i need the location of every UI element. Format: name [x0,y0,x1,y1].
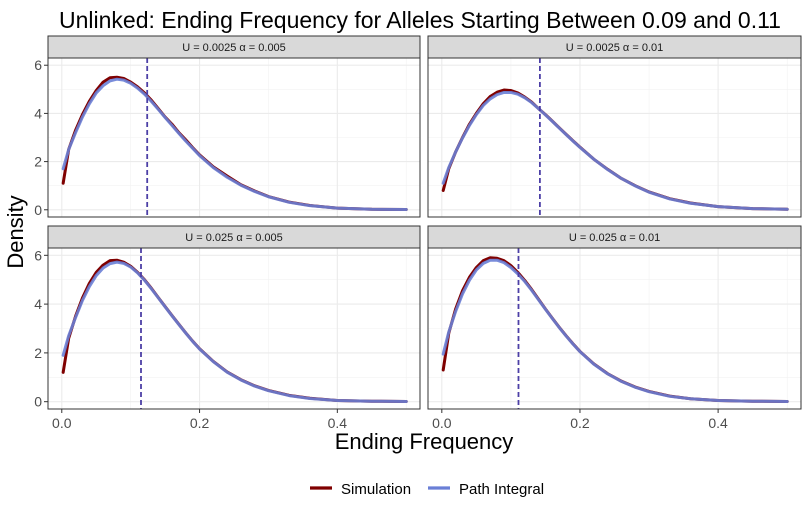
y-axis-title: Density [3,195,28,268]
chart-title: Unlinked: Ending Frequency for Alleles S… [59,7,781,33]
facet-panel: U = 0.0025 α = 0.005 0 2 4 6 [34,35,421,218]
x-tick-label: 0.2 [570,415,590,431]
legend-label-path_integral: Path Integral [459,481,544,498]
facet-panel: U = 0.025 α = 0.01 0.0 0.2 0.4 [427,225,802,431]
x-tick-label: 0.0 [52,415,72,431]
facet-strip-label: U = 0.0025 α = 0.005 [182,42,286,54]
panel-border [47,247,421,410]
legend-label-simulation: Simulation [341,481,411,498]
x-tick-label: 0.4 [708,415,728,431]
series-line-path-integral [441,90,789,211]
y-tick-label: 6 [34,247,42,263]
series-line-path-integral [61,77,408,212]
y-tick-label: 4 [34,105,42,121]
facet-panel: U = 0.025 α = 0.005 0 2 4 6 0.0 0.2 0.4 [34,225,421,431]
y-tick-label: 0 [34,202,42,218]
y-tick-label: 6 [34,57,42,73]
series-line-path-integral [441,258,789,403]
x-axis-title: Ending Frequency [335,429,514,454]
x-tick-label: 0.0 [432,415,452,431]
y-tick-label: 2 [34,345,42,361]
y-tick-label: 2 [34,154,42,170]
facet-strip-label: U = 0.025 α = 0.005 [185,232,283,244]
y-tick-label: 4 [34,296,42,312]
x-tick-label: 0.4 [328,415,348,431]
facet-strip-label: U = 0.0025 α = 0.01 [566,42,664,54]
panel-border [427,247,802,410]
legend: Simulation Path Integral [310,481,544,498]
y-tick-label: 0 [34,394,42,410]
facet-strip-label: U = 0.025 α = 0.01 [569,232,660,244]
panel-border [47,57,421,218]
x-tick-label: 0.2 [190,415,210,431]
series-line-path-integral [61,260,408,403]
facet-panel: U = 0.0025 α = 0.01 [427,35,802,218]
panel-border [427,57,802,218]
